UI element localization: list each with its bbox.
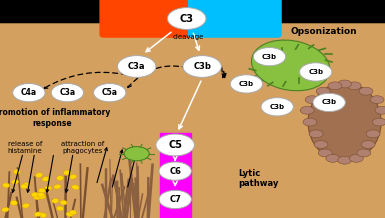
Circle shape [51,83,84,102]
Text: C3b: C3b [321,99,337,106]
Circle shape [303,118,317,126]
Circle shape [350,154,363,162]
Ellipse shape [54,184,61,189]
Circle shape [338,80,352,88]
Ellipse shape [39,213,47,218]
Text: attraction of
phagocytes: attraction of phagocytes [61,141,104,154]
FancyBboxPatch shape [221,24,385,218]
Ellipse shape [251,40,330,91]
Circle shape [370,96,384,104]
Ellipse shape [57,206,64,211]
Text: Promotion of inflammatory
response: Promotion of inflammatory response [0,108,110,128]
Text: C5: C5 [168,140,182,150]
Text: C3b: C3b [270,104,285,110]
Circle shape [372,118,385,126]
Circle shape [375,106,385,114]
Ellipse shape [3,183,10,188]
Text: C3b: C3b [262,54,277,60]
Circle shape [94,83,126,102]
Ellipse shape [72,185,79,189]
Circle shape [253,48,286,66]
Ellipse shape [38,188,45,193]
Ellipse shape [42,177,49,181]
Circle shape [309,130,323,138]
Circle shape [314,141,328,148]
Text: C3a: C3a [128,62,146,71]
Circle shape [117,56,156,77]
Circle shape [361,141,375,148]
Text: C3a: C3a [59,88,75,97]
Circle shape [313,93,345,112]
Ellipse shape [69,174,77,179]
Ellipse shape [34,212,42,216]
Ellipse shape [35,173,42,177]
Text: release of
histamine: release of histamine [8,141,42,154]
FancyBboxPatch shape [160,133,191,218]
Circle shape [230,75,263,93]
Text: C6: C6 [169,167,181,176]
Circle shape [156,134,194,156]
Circle shape [159,190,191,209]
Circle shape [357,149,371,157]
Circle shape [159,162,191,180]
Text: Lytic
pathway: Lytic pathway [239,169,279,188]
Ellipse shape [2,207,9,212]
Circle shape [318,149,332,157]
Circle shape [300,106,314,114]
FancyBboxPatch shape [0,24,237,218]
Circle shape [328,82,342,90]
Ellipse shape [308,83,381,161]
Ellipse shape [37,192,45,197]
Ellipse shape [45,186,52,191]
Circle shape [366,130,380,138]
Text: C5a: C5a [102,88,118,97]
Ellipse shape [12,180,18,184]
Circle shape [300,63,332,81]
Circle shape [13,83,45,102]
Circle shape [316,87,330,95]
Text: C3: C3 [180,14,194,24]
Text: C3b: C3b [193,62,211,71]
Ellipse shape [13,169,20,174]
Ellipse shape [64,170,70,175]
Ellipse shape [60,200,67,205]
Ellipse shape [57,176,64,181]
Ellipse shape [10,200,17,205]
Ellipse shape [124,146,149,161]
FancyBboxPatch shape [189,0,281,37]
Text: C7: C7 [169,195,181,204]
Circle shape [338,156,352,164]
Ellipse shape [23,183,30,187]
Circle shape [326,154,340,162]
Text: C4a: C4a [21,88,37,97]
Circle shape [347,82,361,90]
Circle shape [183,56,221,77]
Ellipse shape [22,203,29,208]
FancyBboxPatch shape [100,0,196,37]
Ellipse shape [52,198,59,203]
Ellipse shape [21,184,28,189]
Ellipse shape [66,212,74,217]
Text: C3b: C3b [308,69,323,75]
Text: cleavage: cleavage [172,34,204,40]
Ellipse shape [69,210,76,215]
Circle shape [261,98,293,116]
Ellipse shape [32,192,38,197]
Text: C3b: C3b [239,81,254,87]
Circle shape [359,87,373,95]
Text: Opsonization: Opsonization [290,27,357,36]
Ellipse shape [33,195,40,200]
Circle shape [305,96,319,104]
Ellipse shape [38,194,46,199]
Circle shape [167,8,206,29]
